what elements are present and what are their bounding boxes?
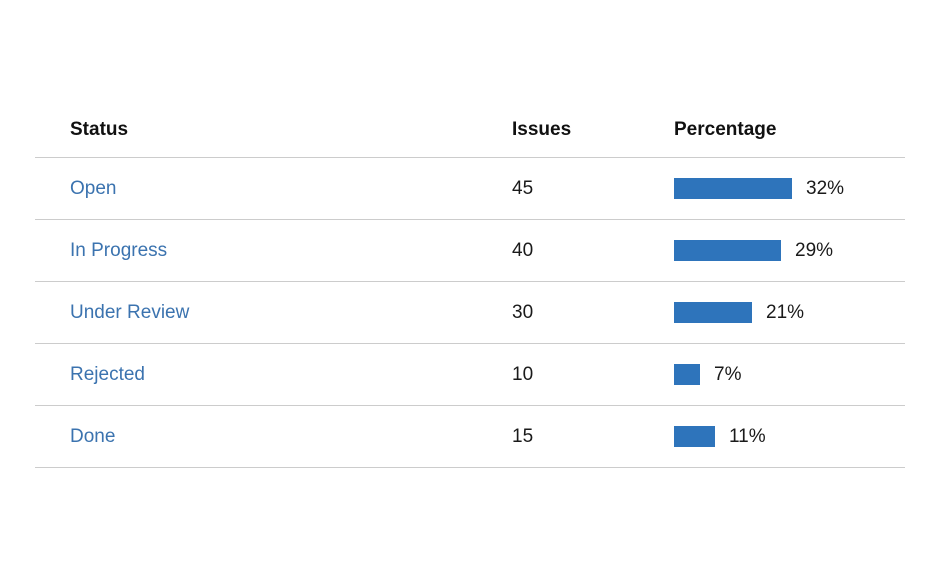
status-link-open[interactable]: Open [70, 177, 117, 199]
issues-count: 40 [512, 239, 534, 261]
issues-count: 30 [512, 301, 534, 323]
status-link-under-review[interactable]: Under Review [70, 301, 190, 323]
status-cell: Done [35, 426, 477, 448]
table-row: Done 15 11% [35, 406, 905, 468]
percentage-cell: 29% [639, 240, 905, 262]
percentage-label: 7% [714, 363, 742, 385]
status-cell: Open [35, 178, 477, 200]
table-row: Rejected 10 7% [35, 344, 905, 406]
percentage-bar [674, 240, 781, 261]
status-statistics-table: Status Issues Percentage Open 45 32% In … [35, 0, 905, 468]
status-cell: In Progress [35, 240, 477, 262]
percentage-cell: 32% [639, 178, 905, 200]
issues-count: 10 [512, 363, 534, 385]
status-link-in-progress[interactable]: In Progress [70, 239, 168, 261]
issues-count: 15 [512, 425, 534, 447]
table-row: Open 45 32% [35, 158, 905, 220]
table-header-row: Status Issues Percentage [35, 103, 905, 158]
status-cell: Under Review [35, 302, 477, 324]
column-header-issues: Issues [512, 119, 572, 140]
issues-count: 45 [512, 177, 534, 199]
percentage-cell: 21% [639, 302, 905, 324]
table-row: Under Review 30 21% [35, 282, 905, 344]
percentage-label: 32% [806, 177, 845, 199]
percentage-label: 11% [729, 425, 766, 447]
status-cell: Rejected [35, 364, 477, 386]
table-row: In Progress 40 29% [35, 220, 905, 282]
column-header-status: Status [70, 119, 129, 140]
status-link-rejected[interactable]: Rejected [70, 363, 145, 385]
status-link-done[interactable]: Done [70, 425, 116, 447]
column-header-percentage: Percentage [674, 119, 777, 140]
percentage-label: 29% [795, 239, 834, 261]
percentage-bar [674, 364, 700, 385]
percentage-cell: 11% [639, 426, 905, 448]
percentage-label: 21% [766, 301, 805, 323]
percentage-cell: 7% [639, 364, 905, 386]
percentage-bar [674, 426, 715, 447]
percentage-bar [674, 302, 752, 323]
percentage-bar [674, 178, 792, 199]
